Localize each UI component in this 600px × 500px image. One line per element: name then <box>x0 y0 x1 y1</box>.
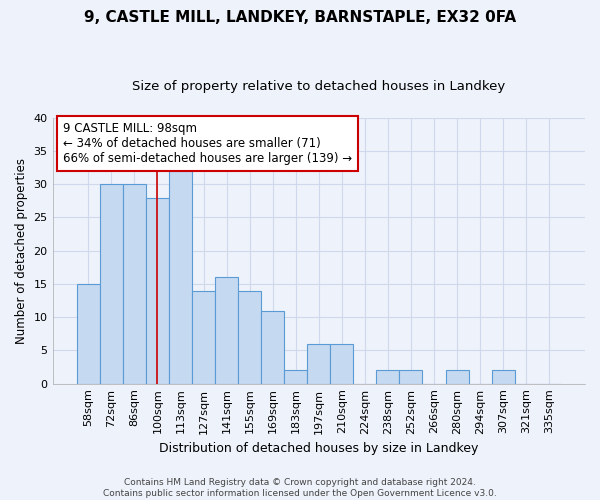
Bar <box>100 184 123 384</box>
Bar <box>169 171 192 384</box>
X-axis label: Distribution of detached houses by size in Landkey: Distribution of detached houses by size … <box>159 442 478 455</box>
Y-axis label: Number of detached properties: Number of detached properties <box>15 158 28 344</box>
Bar <box>491 370 515 384</box>
Title: Size of property relative to detached houses in Landkey: Size of property relative to detached ho… <box>132 80 505 93</box>
Text: 9 CASTLE MILL: 98sqm
← 34% of detached houses are smaller (71)
66% of semi-detac: 9 CASTLE MILL: 98sqm ← 34% of detached h… <box>63 122 352 165</box>
Bar <box>123 184 146 384</box>
Bar <box>238 290 261 384</box>
Bar <box>284 370 307 384</box>
Bar <box>77 284 100 384</box>
Bar <box>446 370 469 384</box>
Bar <box>146 198 169 384</box>
Bar <box>400 370 422 384</box>
Text: 9, CASTLE MILL, LANDKEY, BARNSTAPLE, EX32 0FA: 9, CASTLE MILL, LANDKEY, BARNSTAPLE, EX3… <box>84 10 516 25</box>
Bar <box>376 370 400 384</box>
Bar <box>307 344 330 384</box>
Text: Contains HM Land Registry data © Crown copyright and database right 2024.
Contai: Contains HM Land Registry data © Crown c… <box>103 478 497 498</box>
Bar <box>261 310 284 384</box>
Bar <box>192 290 215 384</box>
Bar <box>330 344 353 384</box>
Bar <box>215 278 238 384</box>
